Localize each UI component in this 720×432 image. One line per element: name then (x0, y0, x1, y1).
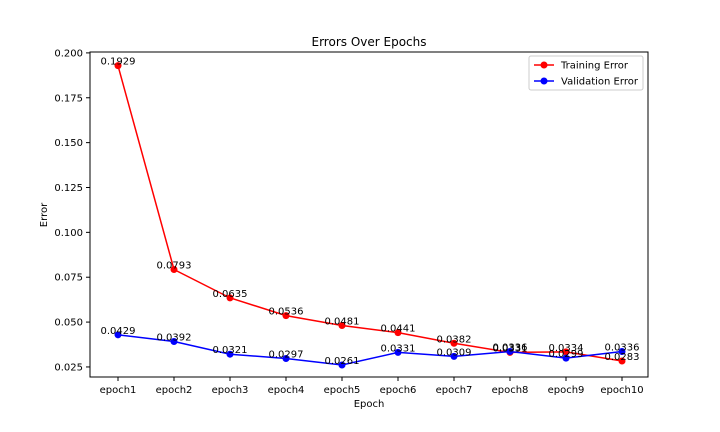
y-tick-label: 0.200 (54, 48, 83, 59)
x-tick-label: epoch2 (156, 385, 193, 396)
series-line-0 (117, 65, 623, 362)
data-label: 0.0331 (381, 343, 416, 354)
data-label: 0.0321 (213, 345, 248, 356)
x-tick-label: epoch8 (492, 385, 529, 396)
data-point (170, 266, 178, 274)
data-point (562, 354, 570, 362)
data-label: 0.0297 (269, 350, 304, 361)
y-tick-label: 0.175 (54, 93, 83, 104)
x-axis-title: Epoch (354, 399, 385, 410)
data-point (282, 312, 290, 320)
data-point (226, 294, 234, 302)
data-label: 0.0429 (101, 326, 136, 337)
data-label: 0.0793 (157, 261, 192, 272)
x-tick-label: epoch10 (600, 385, 643, 396)
data-label: 0.0336 (493, 343, 528, 354)
data-label: 0.0261 (325, 356, 360, 367)
y-tick-label: 0.100 (54, 228, 83, 239)
data-point (114, 331, 122, 339)
legend: Training Error Validation Error (528, 55, 644, 91)
x-tick-label: epoch5 (324, 385, 361, 396)
x-tick-label: epoch6 (380, 385, 417, 396)
series-line-1 (117, 334, 623, 366)
data-point (394, 348, 402, 356)
data-point (618, 348, 626, 356)
data-label: 0.0283 (605, 352, 640, 363)
x-tick-label: epoch4 (268, 385, 305, 396)
data-label: 0.0382 (437, 334, 472, 345)
data-label: 0.1929 (101, 57, 136, 68)
x-tick-label: epoch3 (212, 385, 249, 396)
data-label: 0.0392 (157, 332, 192, 343)
data-point (506, 348, 514, 356)
data-point (282, 355, 290, 363)
legend-entry-label: Validation Error (561, 77, 639, 88)
x-tick-label: epoch1 (100, 385, 137, 396)
series-layer (114, 62, 626, 369)
y-axis-title: Error (39, 202, 50, 227)
data-label: 0.0481 (325, 316, 360, 327)
x-tick-label: epoch9 (548, 385, 585, 396)
data-label: 0.0635 (213, 289, 248, 300)
data-point (450, 339, 458, 347)
y-tick-label: 0.050 (54, 318, 83, 329)
data-point (338, 361, 346, 369)
data-point (170, 337, 178, 345)
data-point (394, 329, 402, 337)
y-tick-label: 0.150 (54, 138, 83, 149)
data-label: 0.0336 (605, 343, 640, 354)
y-tick-label: 0.075 (54, 273, 83, 284)
data-label: 0.0299 (549, 349, 584, 360)
y-tick-label: 0.025 (54, 362, 83, 373)
chart-title: Errors Over Epochs (312, 35, 427, 49)
y-axis: 0.025 0.050 0.075 0.100 0.125 0.150 0.175 0.200 (54, 48, 90, 373)
data-label: 0.0309 (437, 347, 472, 358)
data-label: 0.0536 (269, 307, 304, 318)
data-point (114, 62, 122, 70)
legend-entry-label: Training Error (560, 61, 629, 72)
plot-area (89, 51, 649, 378)
data-label: 0.0441 (381, 324, 416, 335)
data-label: 0.0334 (549, 343, 584, 354)
legend-box (528, 55, 644, 91)
data-point (226, 350, 234, 358)
x-tick-label: epoch7 (436, 385, 473, 396)
data-point (618, 357, 626, 365)
data-label: 0.0331 (493, 343, 528, 354)
data-point (450, 352, 458, 360)
data-labels-layer: 0.1929 0.0793 0.0635 0.0536 0.0481 0.0441 0.03… (101, 57, 640, 367)
y-tick-label: 0.125 (54, 183, 83, 194)
data-point (338, 321, 346, 329)
data-point (562, 348, 570, 356)
x-axis: epoch1 epoch2 epoch3 epoch4 epoch5 epoch6 epoc… (100, 377, 644, 396)
legend-marker (540, 77, 548, 85)
legend-marker (540, 61, 548, 69)
